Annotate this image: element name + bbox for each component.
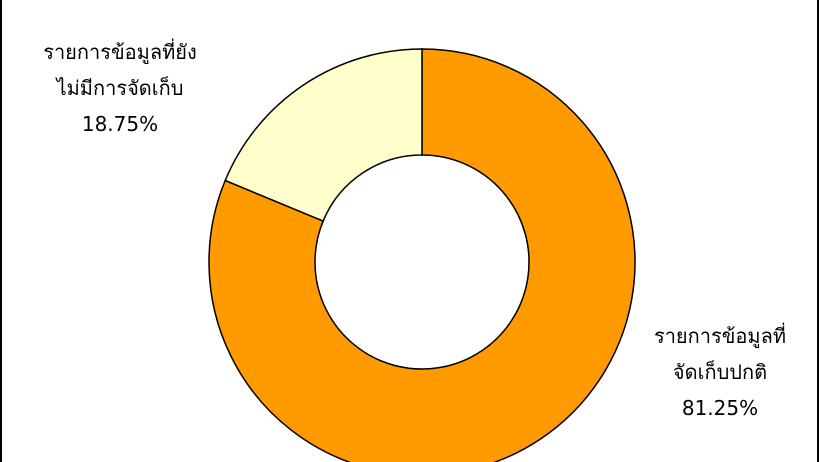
data-label-stored: รายการข้อมูลที่ จัดเก็บปกติ 81.25% [620, 318, 817, 426]
data-label-unstored-line-2: ไม่มีการจัดเก็บ [56, 76, 184, 100]
data-label-stored-value: 81.25% [681, 396, 759, 420]
data-label-unstored: รายการข้อมูลที่ยัง ไม่มีการจัดเก็บ 18.75… [20, 34, 220, 142]
data-label-unstored-value: 18.75% [81, 112, 159, 136]
donut-slice-unstored [224, 48, 423, 223]
data-label-stored-line-1: รายการข้อมูลที่ [653, 324, 787, 348]
donut-slice-stored [208, 48, 636, 462]
data-label-stored-line-2: จัดเก็บปกติ [672, 360, 768, 384]
cropped-title-text: ุ ู้ ุ [142, 0, 155, 3]
data-label-unstored-line-1: รายการข้อมูลที่ยัง [43, 40, 197, 64]
